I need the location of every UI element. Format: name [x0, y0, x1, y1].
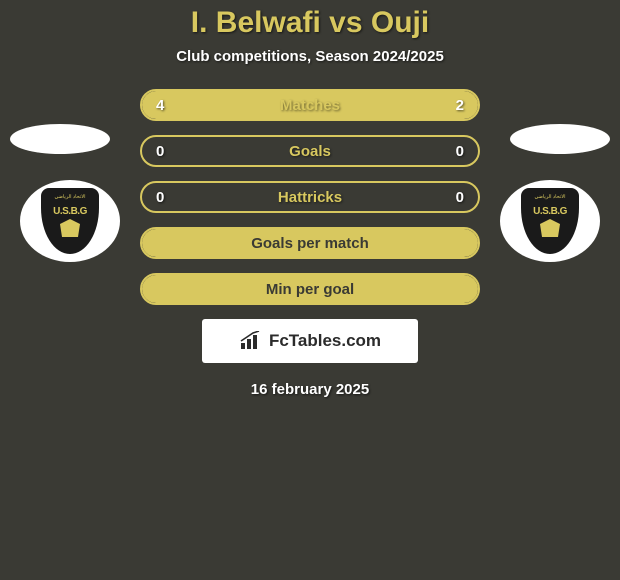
stat-row: 4 2 Matches: [140, 89, 480, 121]
badge-arc-text: الاتحاد الرياضي: [55, 194, 86, 200]
stat-row: 0 0 Goals: [140, 135, 480, 167]
page-title: I. Belwafi vs Ouji: [191, 6, 429, 40]
shield-icon: الاتحاد الرياضي U.S.B.G: [41, 188, 99, 254]
stat-right-value: 0: [456, 143, 464, 160]
stat-left-value: 0: [156, 189, 164, 206]
stat-label: Hattricks: [278, 189, 342, 206]
badge-emblem-icon: [60, 219, 80, 237]
date-text: 16 february 2025: [251, 381, 369, 398]
stat-label: Matches: [280, 97, 340, 114]
shield-icon: الاتحاد الرياضي U.S.B.G: [521, 188, 579, 254]
brand-text: FcTables.com: [269, 331, 381, 351]
infographic-container: I. Belwafi vs Ouji Club competitions, Se…: [0, 0, 620, 580]
brand-box: FcTables.com: [202, 319, 418, 363]
stat-label: Goals per match: [251, 235, 369, 252]
badge-arc-text: الاتحاد الرياضي: [535, 194, 566, 200]
badge-emblem-icon: [540, 219, 560, 237]
stat-left-value: 4: [156, 97, 164, 114]
club-badge-right: الاتحاد الرياضي U.S.B.G: [500, 180, 600, 262]
stat-label: Goals: [289, 143, 331, 160]
stat-left-value: 0: [156, 143, 164, 160]
player-right-chip: [510, 124, 610, 154]
stat-label: Min per goal: [266, 281, 354, 298]
badge-abbrev-right: U.S.B.G: [533, 206, 567, 217]
badge-abbrev-left: U.S.B.G: [53, 206, 87, 217]
stat-right-value: 0: [456, 189, 464, 206]
stat-right-value: 2: [456, 97, 464, 114]
player-left-chip: [10, 124, 110, 154]
bar-chart-icon: [239, 331, 265, 351]
stat-row: Goals per match: [140, 227, 480, 259]
page-subtitle: Club competitions, Season 2024/2025: [176, 48, 444, 65]
club-badge-left: الاتحاد الرياضي U.S.B.G: [20, 180, 120, 262]
stat-row: Min per goal: [140, 273, 480, 305]
stat-row: 0 0 Hattricks: [140, 181, 480, 213]
